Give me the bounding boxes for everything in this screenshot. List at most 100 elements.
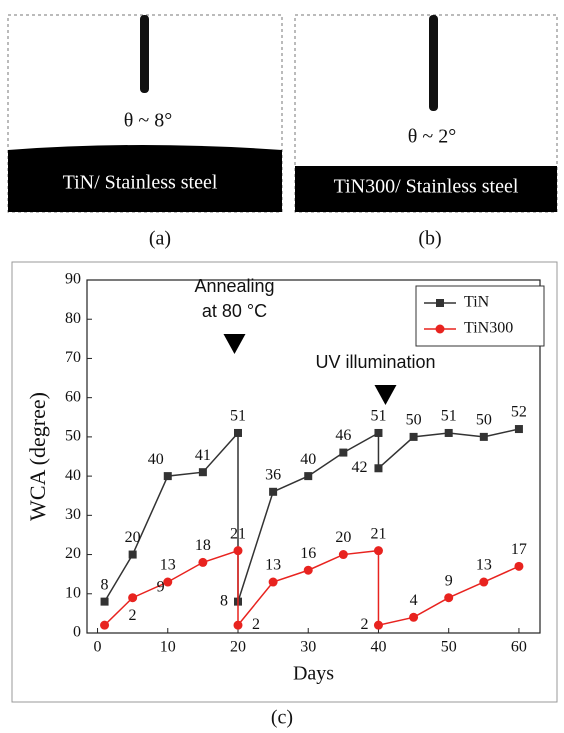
marker [128,593,138,603]
marker [409,612,419,622]
annotation-arrow [223,334,246,354]
marker [339,448,348,457]
panel-label: (b) [418,228,441,250]
y-tick-label: 60 [65,388,81,405]
marker [233,546,243,556]
y-tick-label: 40 [65,467,81,484]
marker [479,432,488,441]
marker [303,565,313,575]
annotation-arrow [374,385,397,405]
marker [100,597,109,606]
y-axis-label: WCA (degree) [25,392,50,521]
data-label: 13 [476,557,492,574]
annotation: UV illumination [315,352,435,372]
y-tick-label: 30 [65,506,81,523]
data-label: 21 [230,525,246,542]
substrate-label: TiN/ Stainless steel [63,172,218,194]
marker [514,561,524,571]
marker [198,557,208,567]
data-label: 40 [148,451,164,468]
marker [374,428,383,437]
x-tick-label: 0 [94,639,102,656]
data-label: 2 [360,616,368,633]
x-tick-label: 10 [160,639,176,656]
marker [514,425,523,434]
y-tick-label: 50 [65,428,81,445]
marker [163,577,173,587]
marker [409,432,418,441]
marker [373,546,383,556]
substrate-label: TiN300/ Stainless steel [334,176,519,198]
marker [373,620,383,630]
plot-area [86,279,541,634]
data-label: 51 [441,408,457,425]
data-label: 21 [370,525,386,542]
marker [444,428,453,437]
panel-label: (c) [271,707,293,729]
x-axis-label: Days [293,663,334,685]
data-label: 8 [101,576,109,593]
chart-frame [11,261,558,703]
legend-box [415,285,545,347]
data-label: 13 [265,557,281,574]
data-label: 13 [160,557,176,574]
marker [234,428,242,437]
data-label: 9 [445,572,453,589]
y-tick-label: 10 [65,584,81,601]
marker [304,472,313,481]
data-label: 51 [230,408,246,425]
y-tick-label: 80 [65,310,81,327]
annotation: Annealing [194,276,274,296]
marker [269,487,278,496]
data-label: 4 [410,592,418,609]
marker [338,550,348,560]
marker [198,468,207,477]
marker [100,620,110,630]
data-label: 42 [351,459,367,476]
marker [163,472,172,481]
data-label: 2 [129,607,137,624]
data-label: 36 [265,466,281,483]
substrate [295,166,557,212]
y-tick-label: 0 [73,624,81,641]
legend-label: TiN300 [464,320,513,337]
legend-marker [435,324,445,334]
marker [128,550,137,559]
data-label: 8 [220,592,228,609]
x-tick-label: 30 [300,639,316,656]
x-tick-label: 50 [441,639,457,656]
data-label: 50 [476,412,492,429]
marker [268,577,278,587]
data-label: 9 [157,578,165,595]
y-tick-label: 90 [65,271,81,288]
marker [444,593,454,603]
data-label: 51 [370,408,386,425]
data-label: 50 [406,412,422,429]
data-label: 52 [511,404,527,421]
marker [233,620,243,630]
y-tick-label: 70 [65,349,81,366]
marker [479,577,489,587]
angle-label: θ ~ 8° [124,110,172,132]
x-tick-label: 60 [511,639,527,656]
y-tick-label: 20 [65,545,81,562]
panel-label: (a) [149,228,171,250]
legend-label: TiN [464,294,490,311]
data-label: 46 [335,427,351,444]
needle [429,15,438,111]
data-label: 16 [300,545,316,562]
legend-marker [436,299,444,307]
data-label: 41 [195,447,211,464]
marker [374,464,383,473]
data-label: 40 [300,451,316,468]
angle-label: θ ~ 2° [408,126,456,148]
annotation: at 80 °C [202,301,267,321]
x-tick-label: 20 [230,639,246,656]
x-tick-label: 40 [370,639,386,656]
needle [140,15,149,93]
data-label: 18 [195,537,211,554]
data-label: 2 [252,616,260,633]
substrate [8,145,282,212]
data-label: 20 [335,529,351,546]
